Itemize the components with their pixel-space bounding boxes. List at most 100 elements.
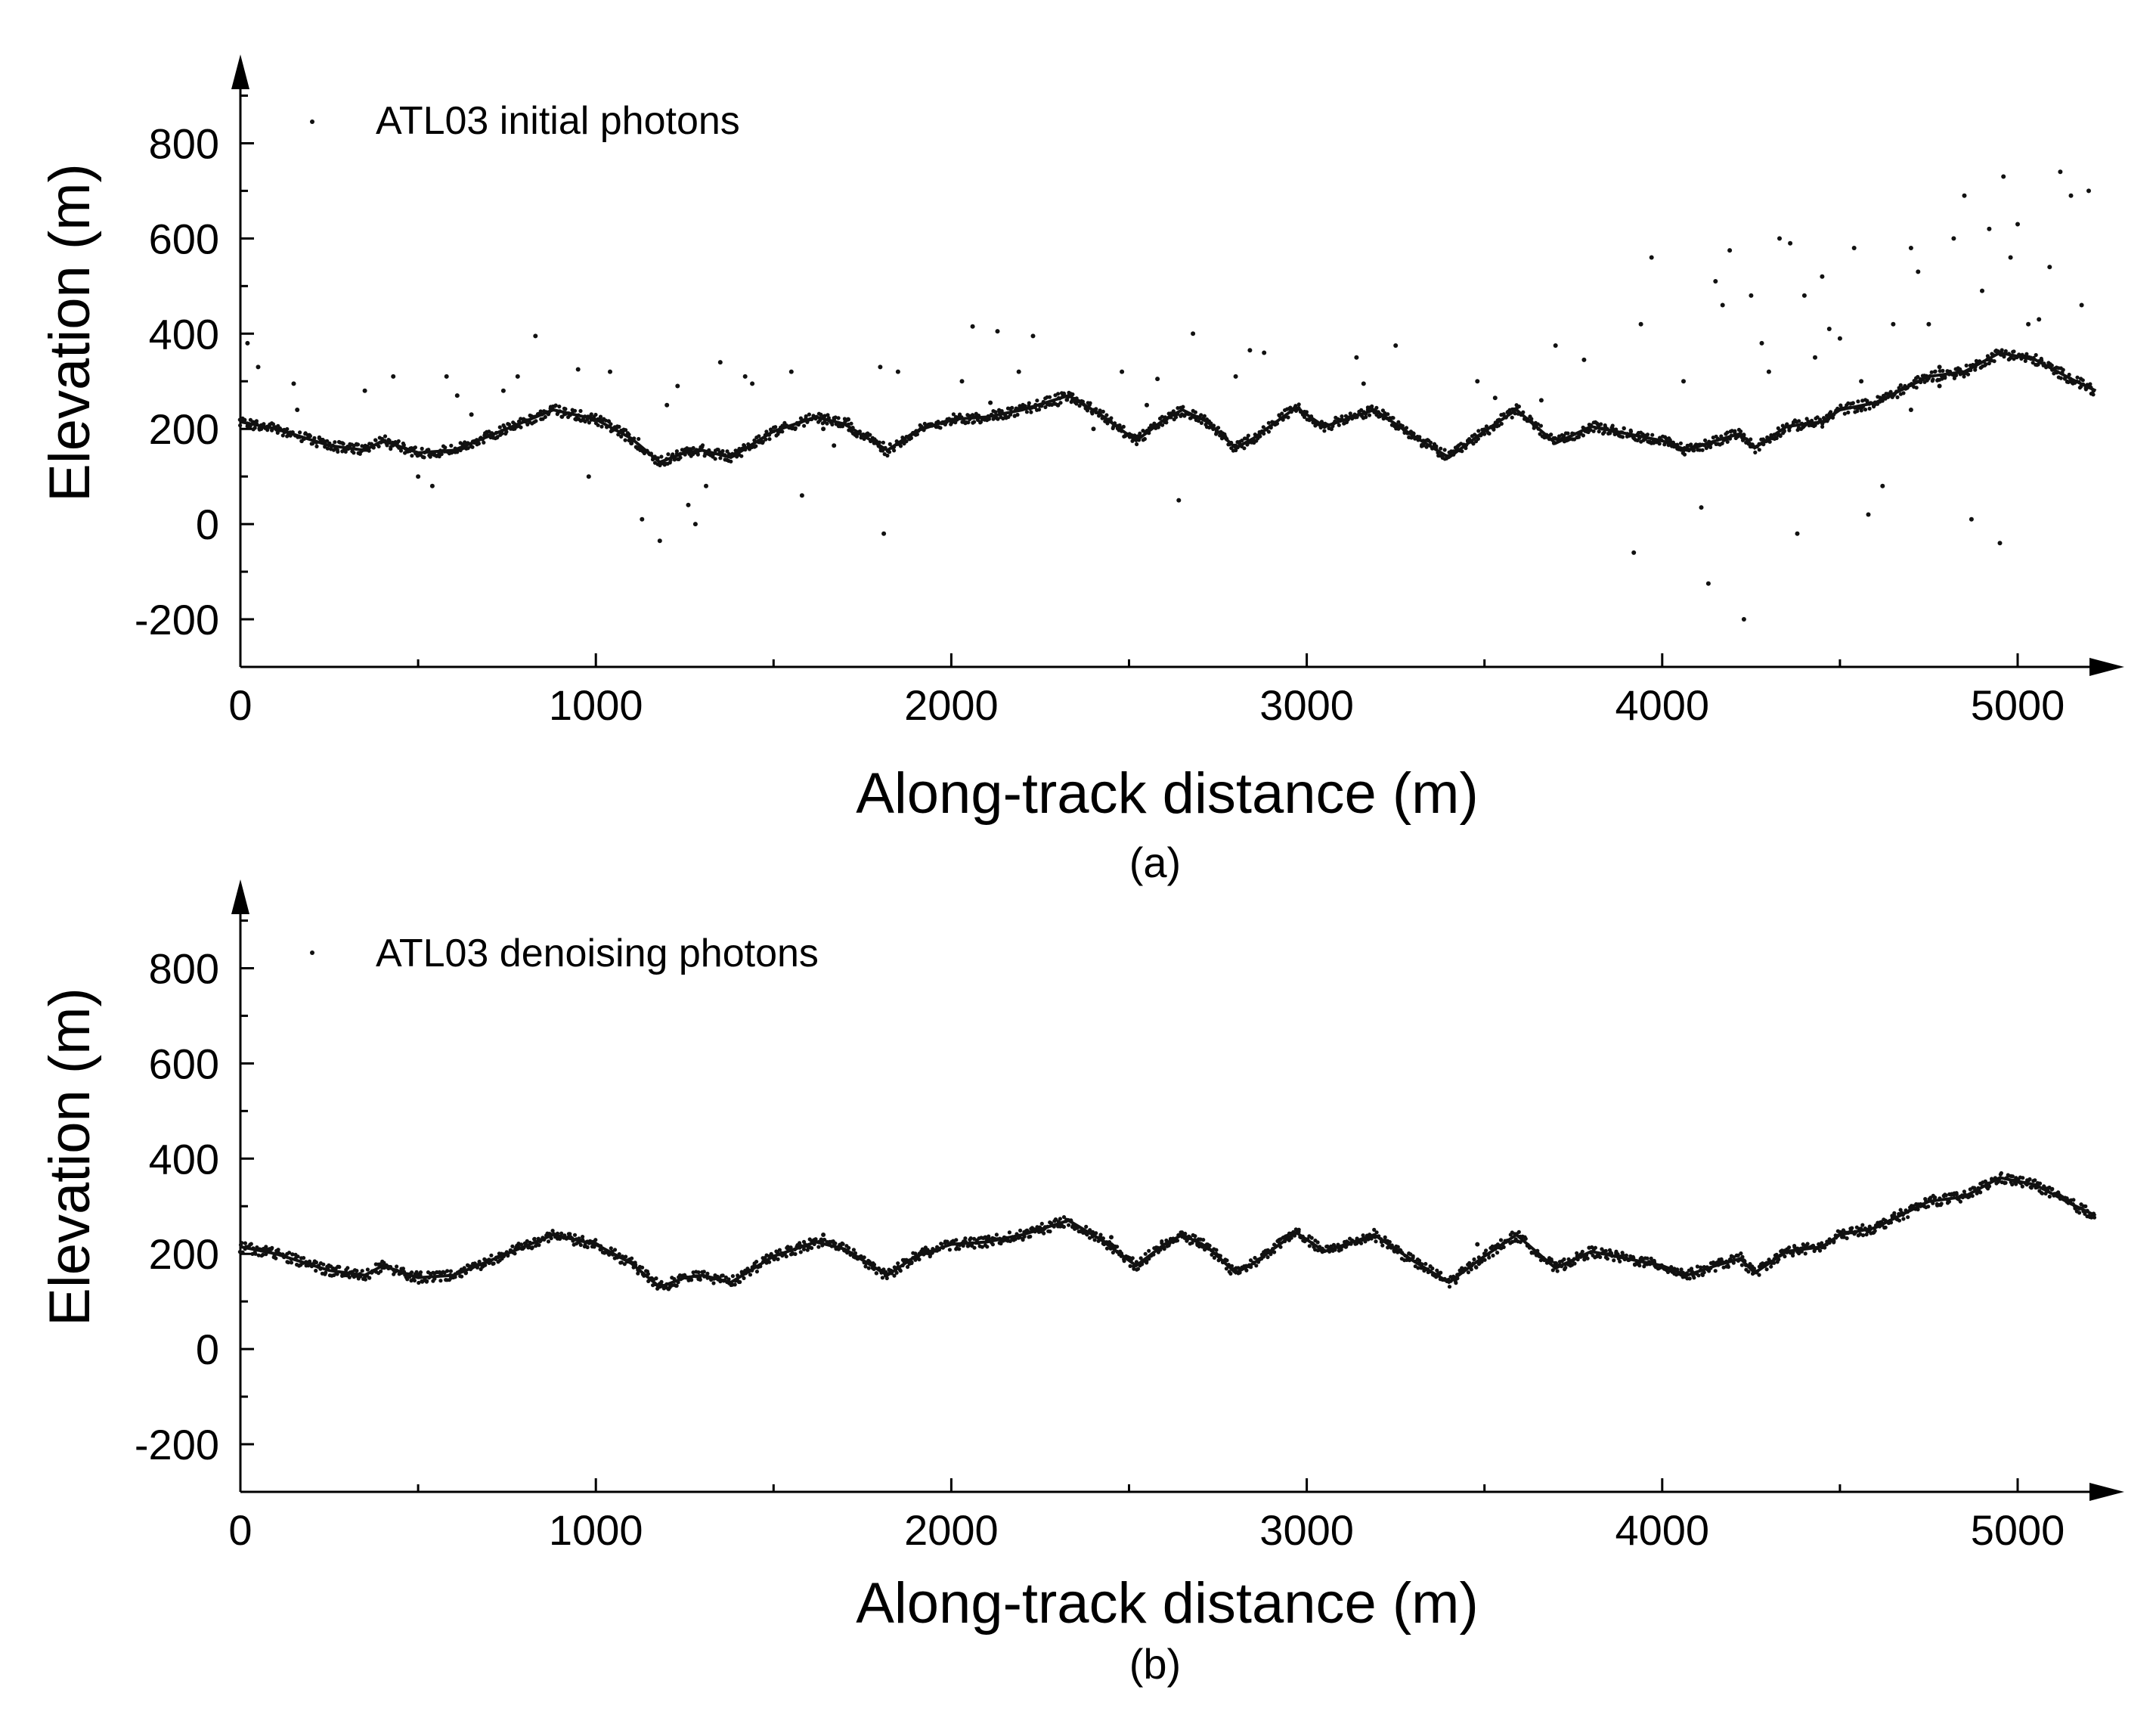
panel-a-surface-photon <box>702 454 707 458</box>
panel-b-surface-photon <box>1860 1233 1866 1238</box>
panel-a-surface-photon <box>298 430 302 435</box>
panel-b-surface-photon <box>1864 1233 1869 1237</box>
panel-b-surface-photon <box>847 1245 851 1250</box>
panel-b-surface-photon <box>1787 1245 1792 1250</box>
panel-a-surface-photon <box>951 412 956 417</box>
panel-a-noise-photon <box>1176 498 1182 503</box>
panel-b-surface-photon <box>1214 1248 1219 1252</box>
panel-a-surface-photon <box>422 455 426 460</box>
panel-b-surface-photon <box>1212 1255 1216 1260</box>
panel-b-noise-photon <box>821 1233 826 1237</box>
panel-b-surface-photon <box>1361 1233 1365 1238</box>
panel-b-surface-photon <box>884 1276 889 1281</box>
panel-a-noise-photon <box>704 483 708 488</box>
panel-a-x-tick-label-5000: 5000 <box>1971 681 2065 729</box>
panel-a-surface-photon <box>1657 442 1662 446</box>
panel-b-surface-photon <box>1739 1263 1744 1267</box>
panel-b-surface-photon <box>1244 1268 1249 1273</box>
panel-a-noise-photon <box>1667 441 1672 446</box>
panel-b-surface-photon <box>1498 1238 1504 1242</box>
panel-b-surface-photon <box>1649 1256 1653 1260</box>
panel-a-noise-photon <box>1155 377 1160 382</box>
panel-a-legend-marker <box>310 119 314 124</box>
panel-a-surface-photon <box>780 429 785 434</box>
panel-b-surface-photon <box>1783 1254 1787 1259</box>
panel-a-surface-photon <box>1497 423 1501 428</box>
panel-a-noise-photon <box>444 374 449 379</box>
panel-a-surface-photon <box>804 414 808 419</box>
panel-a-surface-photon <box>773 425 778 429</box>
panel-b-surface-photon <box>1892 1213 1897 1217</box>
panel-a-surface-photon <box>358 451 362 456</box>
panel-a-noise-photon <box>1987 226 1992 231</box>
panel-a-surface-photon <box>360 444 364 448</box>
panel-a-surface-photon <box>1037 408 1042 412</box>
panel-a-surface-photon <box>1182 414 1187 418</box>
panel-b-y-axis-arrow <box>231 879 249 914</box>
panel-b-surface-photon <box>253 1251 258 1256</box>
panel-a-surface-photon <box>1015 412 1020 417</box>
panel-a-noise-photon <box>1016 369 1021 374</box>
panel-b-surface-photon <box>1374 1239 1378 1244</box>
panel-a-noise-photon <box>1951 236 1956 241</box>
panel-b-surface-photon <box>994 1233 999 1237</box>
panel-b-surface-photon <box>733 1282 737 1287</box>
panel-a-surface-photon <box>1429 440 1433 445</box>
panel-a-noise-photon <box>1354 355 1359 360</box>
panel-a-surface-photon <box>420 446 424 451</box>
panel-a-surface-photon <box>754 444 758 448</box>
panel-b-surface-photon <box>965 1244 970 1248</box>
panel-a-noise-photon <box>1859 379 1864 384</box>
panel-b-surface-photon <box>866 1266 871 1270</box>
panel-a-noise-photon <box>1262 350 1267 355</box>
panel-b-surface-photon <box>395 1264 399 1269</box>
panel-b-surface-photon <box>1972 1186 1977 1190</box>
panel-b-surface-photon <box>1084 1224 1089 1229</box>
panel-b-surface-photon <box>593 1238 598 1242</box>
panel-b-points <box>237 1171 2097 1291</box>
panel-a-noise-photon <box>1826 327 1832 331</box>
panel-a-noise-photon <box>429 483 435 488</box>
panel-a-surface-photon <box>978 420 983 425</box>
panel-b-surface-photon <box>1585 1256 1590 1260</box>
panel-b-surface-photon <box>1472 1257 1476 1262</box>
panel-b-surface-photon <box>1115 1245 1120 1249</box>
panel-a-surface-photon <box>713 457 717 461</box>
panel-b-surface-photon <box>777 1248 782 1252</box>
panel-a-surface-photon <box>242 417 247 422</box>
panel-a-noise-photon <box>629 441 634 446</box>
panel-b-surface-photon <box>269 1247 274 1251</box>
panel-b-surface-photon <box>1731 1255 1736 1260</box>
panel-a-surface-photon <box>1591 429 1596 433</box>
panel-a-noise-photon <box>1891 321 1896 327</box>
panel-b-x-tick-label-5000: 5000 <box>1971 1506 2065 1554</box>
panel-a-surface-photon <box>1164 420 1169 425</box>
panel-a-noise-photon <box>454 393 460 398</box>
panel-a-surface-photon <box>1682 452 1687 457</box>
panel-a-surface-photon <box>2000 348 2004 352</box>
panel-a-surface-photon <box>833 415 838 420</box>
panel-b-surface-photon <box>822 1237 826 1242</box>
panel-a-surface-photon <box>1777 433 1782 437</box>
panel-a-surface-photon <box>589 412 593 417</box>
panel-b-surface-photon <box>1491 1253 1495 1258</box>
panel-a-surface-photon <box>1101 409 1105 414</box>
panel-b-surface-photon <box>2033 1178 2037 1183</box>
panel-a-noise-photon <box>1749 293 1754 298</box>
panel-b-surface-photon <box>1228 1271 1233 1276</box>
panel-a-surface-photon <box>1720 441 1724 446</box>
panel-b-surface-photon <box>581 1235 585 1239</box>
panel-a-surface-photon <box>993 410 998 414</box>
panel-b-surface-photon <box>1490 1244 1495 1248</box>
panel-a-noise-photon <box>1820 274 1825 279</box>
panel-a-surface-photon <box>341 442 345 446</box>
panel-a-surface-photon <box>825 421 829 426</box>
panel-a-surface-photon <box>1916 374 1920 380</box>
panel-a-surface-photon <box>1199 420 1203 426</box>
panel-b-surface-photon <box>917 1257 922 1262</box>
panel-a-surface-photon <box>904 439 909 444</box>
panel-b-surface-photon <box>798 1250 803 1254</box>
panel-b-surface-photon <box>619 1260 624 1265</box>
panel-a-surface-photon <box>1296 402 1301 407</box>
